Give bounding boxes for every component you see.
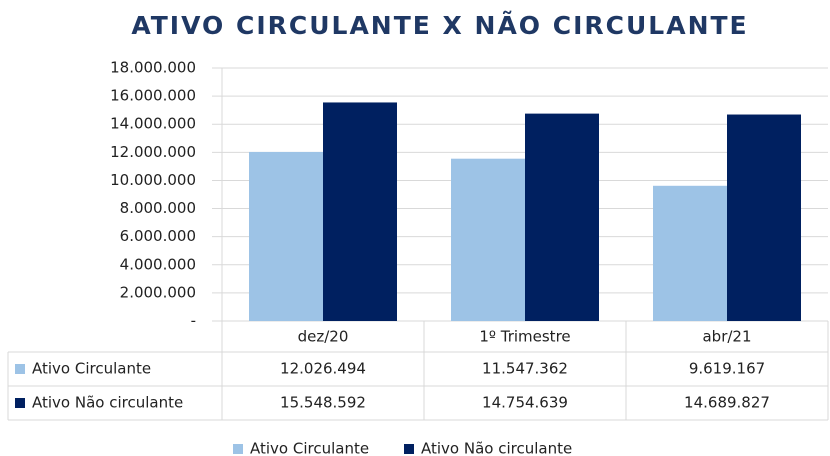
chart-title: ATIVO CIRCULANTE X NÃO CIRCULANTE [131,11,748,40]
y-tick-label: 16.000.000 [110,87,196,105]
bar [525,113,599,321]
y-tick-label: 4.000.000 [120,255,196,273]
y-tick-label: 8.000.000 [120,199,196,217]
legend-label: Ativo Circulante [250,440,369,456]
table-legend-key [15,398,25,408]
bar [727,114,801,321]
bar [323,102,397,321]
table-value: 15.548.592 [280,394,366,412]
table-row-label: Ativo Circulante [32,360,151,378]
y-tick-label: 6.000.000 [120,227,196,245]
table-value: 12.026.494 [280,360,366,378]
bar [451,158,525,321]
legend-key [404,444,414,454]
legend-label: Ativo Não circulante [421,440,572,456]
y-tick-label: 12.000.000 [110,143,196,161]
y-tick-label: 10.000.000 [110,171,196,189]
table-value: 14.754.639 [482,394,568,412]
y-tick-label: 14.000.000 [110,115,196,133]
y-tick-label: 18.000.000 [110,59,196,77]
y-tick-label: - [191,312,196,330]
x-tick-label: abr/21 [702,328,751,346]
bar [653,185,727,321]
y-tick-label: 2.000.000 [120,283,196,301]
x-tick-label: 1º Trimestre [479,328,570,346]
table-value: 11.547.362 [482,360,568,378]
table-value: 14.689.827 [684,394,770,412]
table-value: 9.619.167 [689,360,765,378]
legend-key [233,444,243,454]
x-tick-label: dez/20 [298,328,349,346]
bar [249,151,323,321]
table-legend-key [15,364,25,374]
table-row-label: Ativo Não circulante [32,394,183,412]
